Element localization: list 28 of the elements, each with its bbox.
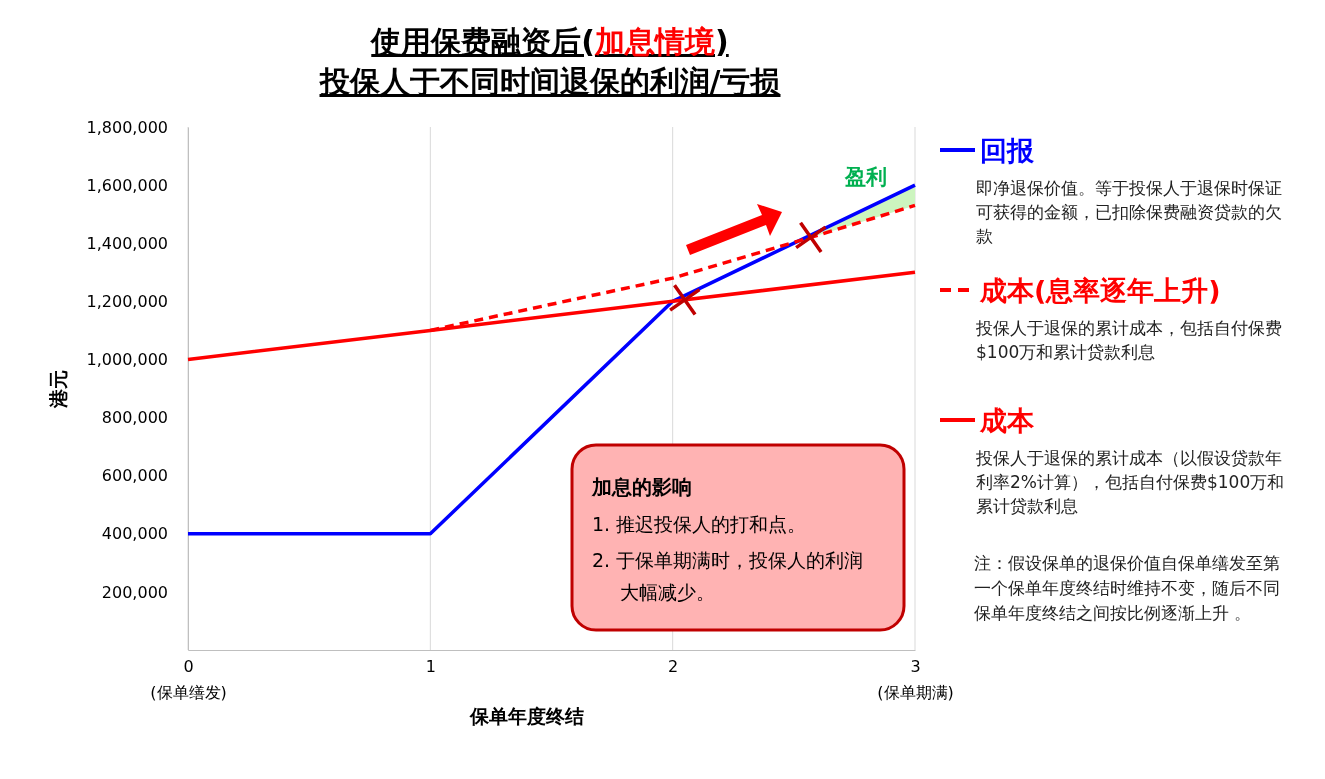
- y-axis-title: 港元: [47, 369, 69, 409]
- text: 注：假设保单的退保价值自保单缮发至第一个保单年度终结时维持不变，随后不同保单年度终结之间按比例逐渐上升 。: [974, 553, 1280, 623]
- annotation: 1. 推迟投保人的打和点。: [592, 513, 807, 535]
- y-tick-label: 1,400,000: [86, 233, 168, 253]
- x-tick-label: 1: [425, 657, 436, 676]
- legend-label: 成本(息率逐年上升): [979, 275, 1221, 306]
- y-tick-label: 1,200,000: [86, 291, 168, 311]
- text: 投保人于退保的累计成本，包括自付保费$100万和累计贷款利息: [975, 318, 1282, 362]
- annotation: 加息的影响: [591, 475, 692, 499]
- annotation: 盈利: [844, 165, 887, 189]
- x-tick-label: 0 (保单缮发): [150, 657, 227, 702]
- x-tick-label: 2: [668, 657, 679, 676]
- legend-label: 成本: [979, 405, 1035, 436]
- x-axis-title: 保单年度终结: [468, 705, 584, 727]
- chart-subtitle: 投保人于不同时间退保的利润/亏损: [318, 64, 782, 99]
- y-tick-label: 200,000: [101, 582, 168, 602]
- y-tick-label: 1,800,000: [86, 117, 168, 137]
- y-tick-label: 1,600,000: [86, 175, 168, 195]
- text: 投保人于退保的累计成本（以假设贷款年利率2%计算），包括自付保费$100万和累计贷款利息: [975, 448, 1285, 516]
- text: 即净退保价值。等于投保人于退保时保证可获得的金额，已扣除保费融资贷款的欠款: [976, 178, 1282, 246]
- annotation: 2. 于保单期满时，投保人的利润大幅减少。: [592, 549, 864, 603]
- y-tick-label: 400,000: [101, 524, 168, 544]
- x-tick-label: 3 (保单期满): [877, 657, 954, 702]
- y-tick-label: 800,000: [101, 408, 168, 428]
- callout-box: 加息的影响 1. 推迟投保人的打和点。 2. 于保单期满时，投保人的利润大幅减少。: [570, 443, 906, 632]
- y-tick-label: 600,000: [101, 466, 168, 486]
- legend-label: 回报: [980, 135, 1035, 166]
- y-tick-label: 1,000,000: [86, 350, 168, 370]
